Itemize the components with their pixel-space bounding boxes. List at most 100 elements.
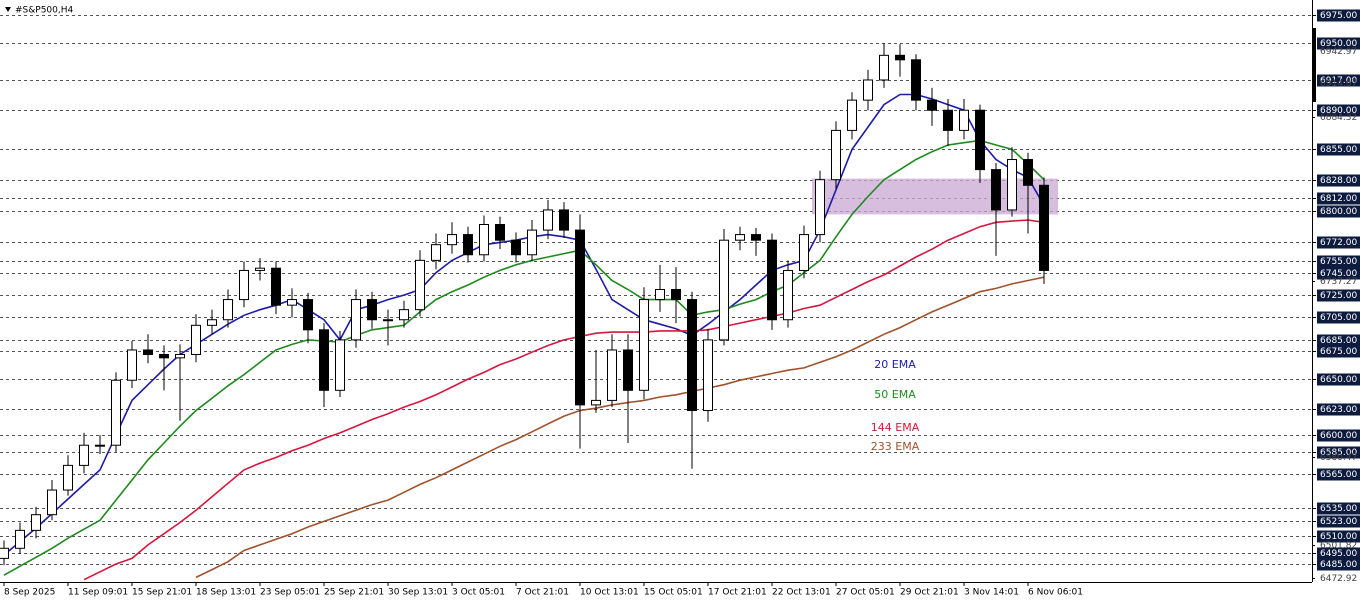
candle-body [351,299,361,341]
candle-body [303,299,313,331]
x-tick-label: 23 Sep 05:01 [260,588,320,598]
level-label-box [1317,205,1360,218]
candle-body [79,444,89,466]
x-tick-label: 15 Oct 05:01 [644,588,703,598]
level-label-box [1317,334,1360,347]
candle-body [687,299,697,411]
y-tick-label: 6890.00 [1320,106,1357,116]
candle-body [591,399,601,406]
level-label-box [1317,37,1360,50]
y-tick-label: 6485.00 [1320,560,1357,570]
zone [812,178,1058,215]
level-label-box [1317,530,1360,543]
candle-body [703,339,713,411]
x-tick-label: 22 Oct 13:01 [772,588,831,598]
candle-body [527,229,537,256]
candle-body [543,209,553,231]
candle-body [895,54,905,61]
y-tick-label: 6800.00 [1320,207,1357,217]
ema-line [195,276,1045,579]
chart-title: #S&P500,H4 [15,6,74,16]
candle-body [175,353,185,359]
candle-body [15,529,25,549]
candle-body [671,288,681,301]
level-label-box [1317,74,1360,87]
y-tick-label: 6828.00 [1320,176,1357,186]
level-label-box [1317,236,1360,249]
y-tick-label: 6745.00 [1320,269,1357,279]
candle-body [975,109,985,171]
candle-body [847,99,857,131]
candle-body [607,349,617,401]
candle-body [255,267,265,271]
x-tick-label: 18 Sep 13:01 [196,588,256,598]
level-label-box [1317,311,1360,324]
candle-body [959,109,969,131]
level-label-box [1317,429,1360,442]
y-scale-label: 6942.97 [1320,47,1357,57]
x-tick-label: 17 Oct 21:01 [708,588,767,598]
y-tick-label: 6705.00 [1320,313,1357,323]
level-label-box [1317,558,1360,571]
level-label-box [1317,192,1360,205]
x-tick-label: 8 Sep 2025 [4,588,55,598]
level-label-box [1317,9,1360,22]
level-label-box [1317,255,1360,268]
candle-body [911,59,921,101]
candle-body [863,79,873,101]
axis-labels: 6975.00 6950.00 6917.00 6890.00 6855.00 6828.… [3,9,1360,598]
candle-body [1023,159,1033,186]
x-tick-label: 15 Sep 21:01 [132,588,192,598]
candle-body [623,349,633,391]
candle-body [415,259,425,311]
y-tick-label: 6535.00 [1320,504,1357,514]
candle-body [879,54,889,81]
candle-body [495,224,505,241]
y-scale-label: 6737.27 [1320,277,1357,287]
y-tick-label: 6950.00 [1320,39,1357,49]
candle-body [159,353,169,359]
y-tick-label: 6917.00 [1320,76,1357,86]
y-tick-label: 6812.00 [1320,194,1357,204]
y-scale-label: 6884.32 [1320,113,1357,123]
x-tick-label: 11 Sep 09:01 [68,588,128,598]
level-label-box [1317,446,1360,459]
level-label-box [1317,143,1360,156]
candle-body [639,299,649,391]
candle-body [575,229,585,406]
y-tick-label: 6755.00 [1320,257,1357,267]
ema-label: 50 EMA [874,388,916,401]
candle-body [143,349,153,355]
level-label-box [1317,403,1360,416]
level-label-box [1317,468,1360,481]
candle-body [735,234,745,241]
candle-body [767,239,777,321]
ema-label: 233 EMA [871,440,920,453]
y-tick-label: 6523.00 [1320,517,1357,527]
candle-body [127,349,137,381]
level-label-box [1317,547,1360,560]
y-tick-label: 6675.00 [1320,347,1357,357]
x-tick-label: 25 Sep 21:01 [324,588,384,598]
candle-body [95,444,105,447]
candle-body [943,109,953,131]
x-tick-label: 7 Oct 21:01 [516,588,569,598]
candle-body [831,129,841,181]
candle-body [335,339,345,391]
x-tick-label: 27 Oct 05:01 [836,588,895,598]
candle-body [751,234,761,241]
candle-body [271,267,281,306]
y-tick-label: 6975.00 [1320,11,1357,21]
candle-body [63,464,73,491]
level-label-box [1317,502,1360,515]
x-tick-label: 3 Nov 14:01 [964,588,1019,598]
x-tick-label: 30 Sep 13:01 [388,588,448,598]
plot-area [0,43,1058,581]
candle-body [463,234,473,256]
y-scale-label: 6501.82 [1320,541,1357,551]
ema-label: 144 EMA [871,421,920,434]
y-tick-label: 6623.00 [1320,405,1357,415]
